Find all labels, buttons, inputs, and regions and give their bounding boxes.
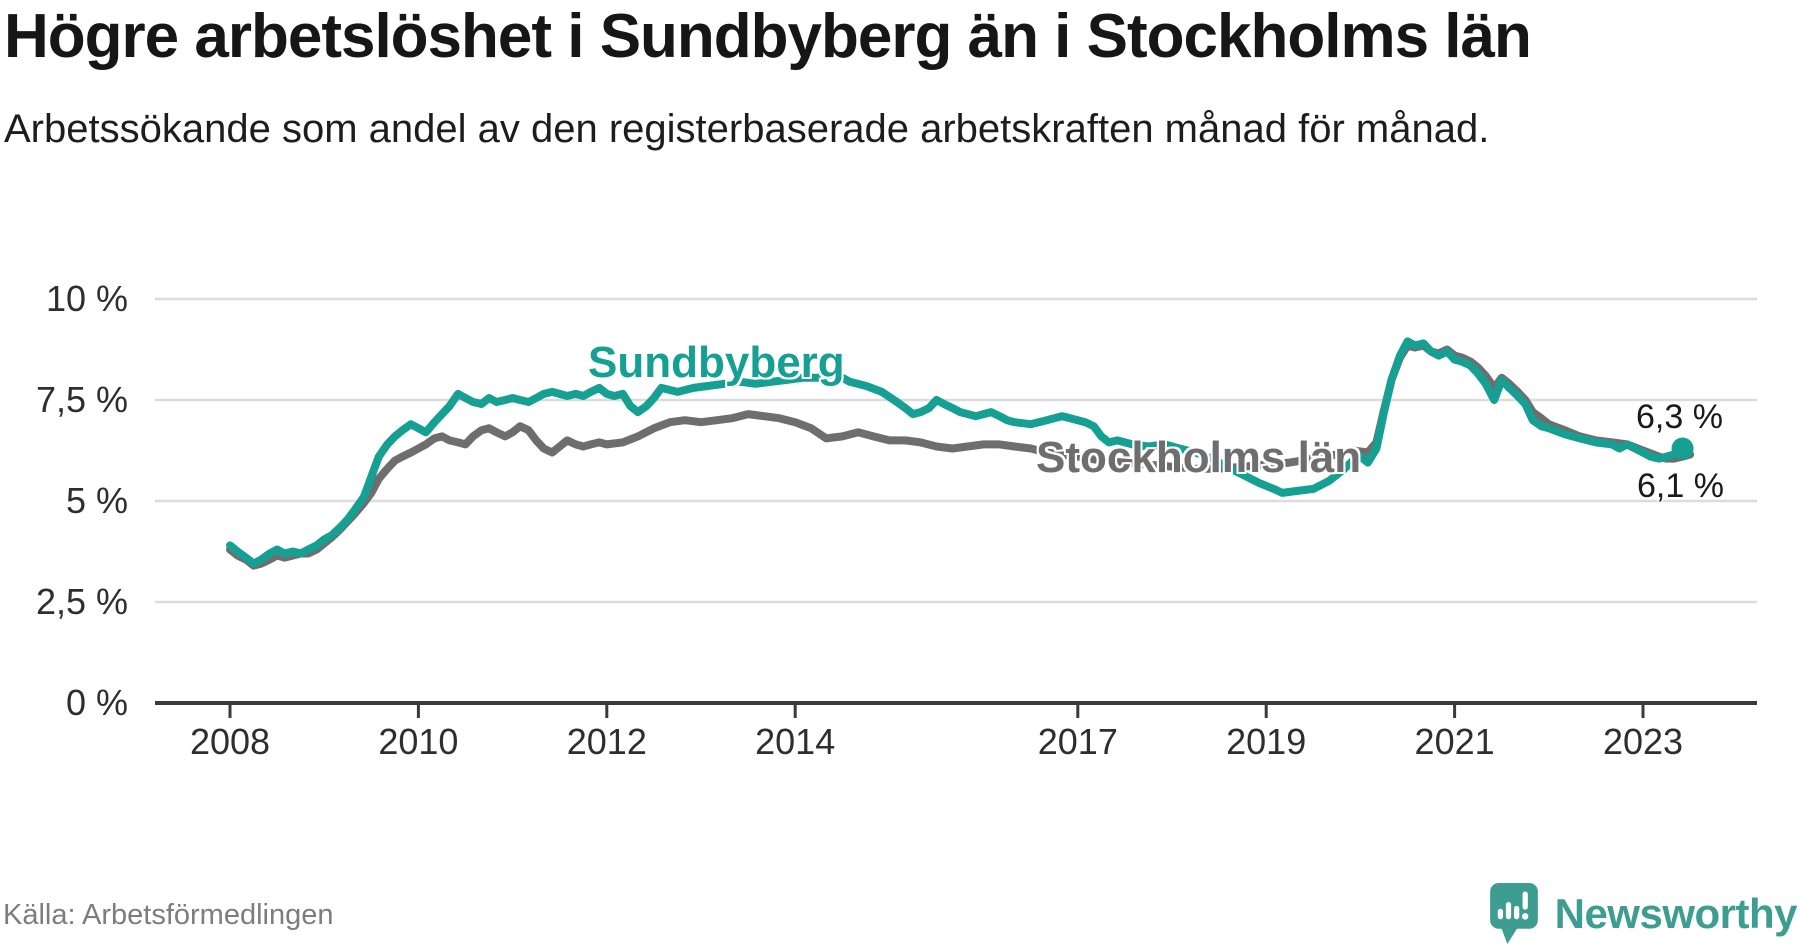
x-axis-label-2010: 2010	[378, 721, 459, 762]
series-line-sundbyberg	[226, 337, 1687, 568]
x-axis-label-2014: 2014	[755, 721, 836, 762]
chart-subtitle: Arbetssökande som andel av den registerb…	[4, 107, 1490, 151]
y-axis-label-10: 10 %	[45, 278, 128, 319]
x-axis-label-2008: 2008	[189, 721, 271, 762]
series-label-stockholms-lan: Stockholms län	[1036, 433, 1362, 482]
x-axis-label-2019: 2019	[1226, 721, 1307, 762]
x-axis-label-2023: 2023	[1602, 721, 1684, 762]
y-axis-label-2.5: 2,5 %	[35, 581, 128, 622]
end-value-label-stockholms-lan: 6,1 %	[1637, 467, 1724, 505]
series-line-stockholms-l-n	[226, 341, 1695, 570]
x-axis-label-2021: 2021	[1414, 721, 1495, 762]
source-note: Källa: Arbetsförmedlingen	[3, 899, 334, 931]
latest-value-dot	[1671, 437, 1694, 460]
series-label-sundbyberg: Sundbyberg	[588, 338, 845, 387]
newsworthy-logo: Newsworthy	[1489, 882, 1798, 945]
page-title: Högre arbetslöshet i Sundbyberg än i Sto…	[4, 2, 1532, 71]
end-value-label-sundbyberg: 6,3 %	[1636, 398, 1723, 436]
x-axis-label-2017: 2017	[1037, 721, 1118, 762]
newsworthy-logo-text: Newsworthy	[1554, 889, 1798, 937]
y-axis-label-0: 0 %	[65, 682, 128, 723]
x-axis-label-2012: 2012	[566, 721, 647, 762]
newsworthy-logo-icon	[1489, 882, 1538, 945]
y-axis-label-5: 5 %	[65, 480, 128, 521]
y-axis-label-7.5: 7,5 %	[35, 379, 128, 420]
